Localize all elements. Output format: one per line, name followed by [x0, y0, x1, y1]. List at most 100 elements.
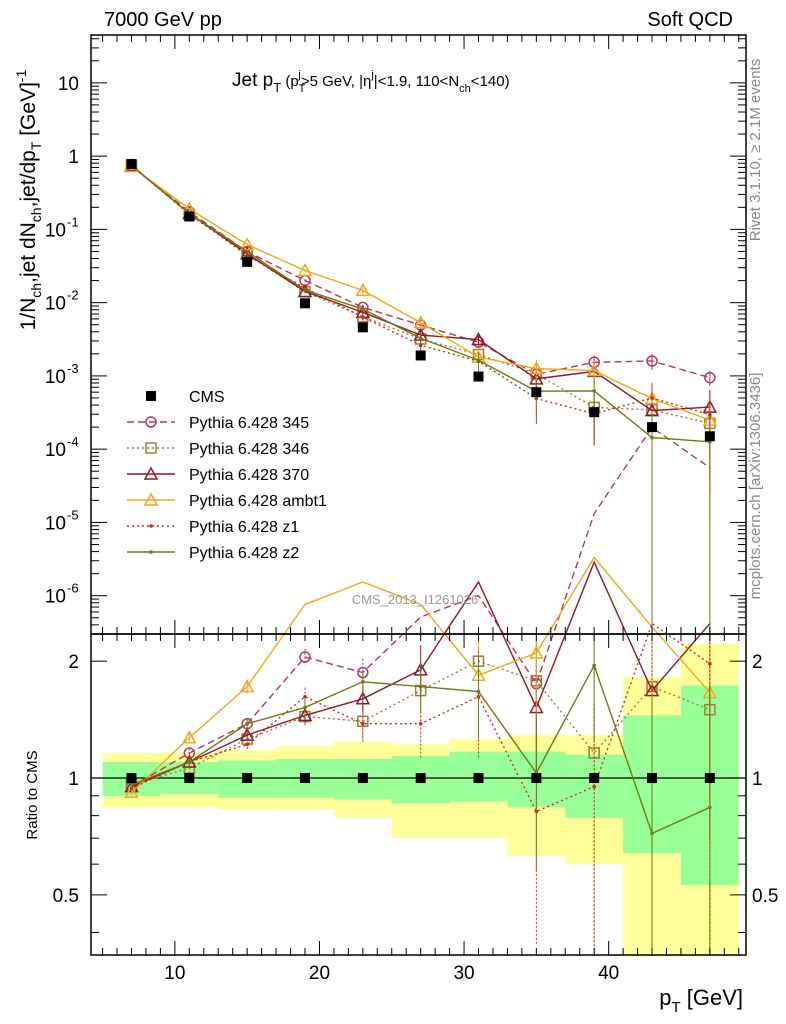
marker-circle [299, 651, 311, 663]
legend-entry: Pythia 6.428 z2 [127, 545, 299, 562]
marker-dot [303, 694, 307, 699]
marker-filled-square [357, 322, 368, 333]
marker-filled-square [126, 773, 137, 784]
marker-circle [704, 371, 716, 384]
legend-entry-cms: CMS [146, 389, 225, 406]
marker-filled-square [299, 773, 310, 784]
marker-dot [650, 831, 654, 836]
legend: CMS Pythia 6.428 345 Pythia 6.428 346 Pythi… [127, 389, 327, 562]
marker-triangle [143, 492, 159, 506]
marker-dot [592, 389, 596, 393]
ratio-y-tick-label-right: 1 [752, 769, 763, 790]
marker-filled-square [531, 387, 542, 398]
main-curve [131, 166, 711, 421]
cms-data-points [126, 159, 715, 442]
ratio-y-axis-label: Ratio to CMS [24, 750, 41, 839]
marker-filled-square [589, 407, 600, 418]
main-curve [131, 165, 710, 412]
ratio-series-line [129, 634, 712, 955]
legend-entry: Pythia 6.428 z1 [127, 519, 299, 536]
y-tick-exponent: -4 [67, 434, 79, 449]
marker-filled-square [473, 371, 484, 382]
marker-dot [187, 760, 192, 764]
marker-triangle [239, 237, 255, 251]
legend-entry: Pythia 6.428 ambt1 [127, 492, 327, 510]
cms-ratio-points [126, 773, 715, 784]
marker-filled-square [184, 211, 195, 222]
marker-dot [245, 253, 249, 258]
legend-entry: Pythia 6.428 370 [127, 466, 309, 484]
marker-dot [476, 689, 481, 694]
ratio-frame [90, 633, 747, 956]
marker-filled-square [242, 773, 253, 784]
marker-dot [361, 721, 365, 726]
main-curve [131, 165, 711, 416]
y-tick-label: 10 [45, 294, 66, 315]
y-tick-label: 1 [68, 147, 79, 168]
legend-entry: Pythia 6.428 346 [127, 441, 309, 458]
y-tick-label: 10 [45, 513, 66, 534]
marker-triangle [182, 730, 197, 744]
marker-dot [592, 663, 596, 668]
marker-filled-square [704, 431, 715, 442]
marker-dot [418, 684, 423, 689]
legend-label: Pythia 6.428 346 [189, 441, 309, 458]
marker-dot [418, 721, 423, 726]
marker-square [145, 442, 157, 454]
x-tick-label: 20 [309, 963, 330, 984]
legend-label: Pythia 6.428 z1 [189, 519, 299, 536]
mcplots-label: mcplots.cern.ch [arXiv:1306.3436] [747, 373, 764, 600]
marker-triangle [471, 331, 486, 346]
marker-filled-square [531, 773, 542, 784]
marker-dot [592, 784, 596, 789]
y-tick-label: 10 [45, 220, 66, 241]
marker-dot [303, 705, 307, 710]
y-tick-label: 10 [45, 587, 66, 608]
y-tick-exponent: -5 [67, 507, 79, 522]
legend-entry: Pythia 6.428 345 [127, 415, 309, 432]
analysis-label: CMS_2013_I1261026 [352, 592, 479, 607]
marker-dot [650, 435, 654, 440]
header-right: Soft QCD [647, 9, 733, 31]
y-tick-label: 10 [45, 440, 66, 461]
marker-filled-square [184, 773, 195, 784]
marker-dot [245, 742, 249, 747]
ratio-y-tick-label: 2 [68, 652, 79, 673]
marker-filled-square [415, 350, 426, 361]
marker-circle [145, 416, 157, 428]
x-tick-label: 40 [598, 963, 619, 984]
ratio-y-tick-label-right: 0.5 [752, 886, 778, 907]
ratio-curve [131, 556, 711, 793]
x-axis-label: pT [GeV] [659, 985, 743, 1016]
plot-title: Jet pT (pTj>5 GeV, |ηj|<1.9, 110<Nch<140… [232, 69, 510, 95]
marker-dot [476, 358, 481, 363]
main-y-axis-label: 1/Nch,jet dNch,jet/dpT [GeV]-1 [13, 69, 44, 330]
marker-circle [646, 355, 658, 367]
marker-triangle [297, 707, 313, 722]
marker-filled-square [704, 773, 715, 784]
marker-dot [708, 805, 712, 810]
marker-dot [418, 336, 423, 341]
ratio-curve [131, 426, 711, 788]
marker-dot [708, 661, 712, 666]
rivet-version-label: Rivet 3.1.10, ≥ 2.1M events [747, 59, 764, 242]
main-series-line [129, 163, 712, 634]
legend-label: CMS [189, 389, 225, 406]
marker-filled-square [357, 773, 368, 784]
marker-dot [650, 396, 654, 400]
ratio-y-tick-label: 1 [68, 769, 79, 790]
marker-filled-square [473, 773, 484, 784]
ratio-y-tick-label-right: 2 [752, 652, 763, 673]
y-tick-exponent: -2 [67, 288, 79, 303]
marker-dot [149, 550, 153, 554]
marker-filled-square [242, 256, 253, 267]
x-tick-label: 10 [164, 963, 185, 984]
legend-label: Pythia 6.428 370 [189, 467, 309, 484]
marker-dot [708, 412, 712, 417]
y-tick-exponent: -6 [67, 581, 79, 596]
marker-filled-square [126, 159, 137, 170]
marker-triangle [355, 282, 371, 297]
marker-triangle [586, 362, 602, 377]
marker-triangle [239, 679, 255, 693]
